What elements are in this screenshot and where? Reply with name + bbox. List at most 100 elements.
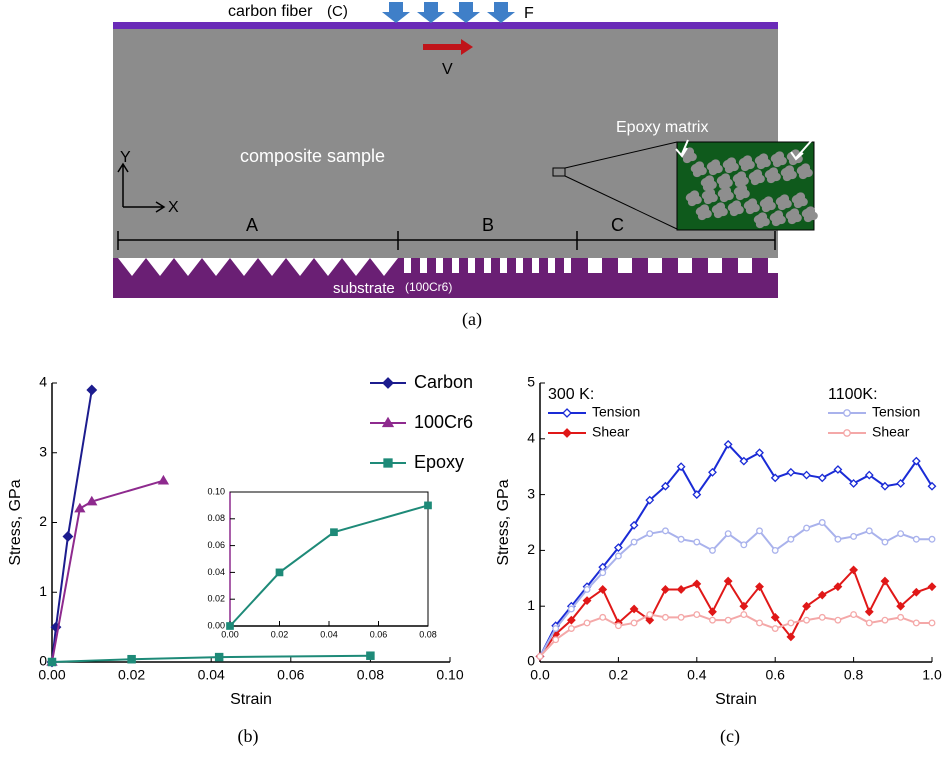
x-axis-label: Strain — [230, 691, 272, 708]
legend-marker — [844, 430, 850, 436]
point — [425, 502, 431, 508]
plot-frame — [230, 492, 428, 626]
label: A — [246, 215, 258, 235]
point — [600, 615, 606, 621]
x-tick-label: 1.0 — [922, 667, 942, 683]
y-axis-label: Stress, GPa — [7, 479, 24, 565]
label: composite sample — [240, 146, 385, 166]
point — [631, 620, 637, 626]
label: carbon fiber — [228, 3, 313, 20]
point — [929, 536, 935, 542]
y-tick-label: 1 — [527, 597, 535, 613]
y-axis-label: Stress, GPa — [495, 479, 512, 565]
x-tick-label: 0.08 — [357, 667, 384, 683]
point — [851, 534, 857, 540]
point — [835, 617, 841, 623]
x-tick-label: 0.00 — [38, 667, 65, 683]
x-tick-label: 0.04 — [198, 667, 225, 683]
x-tick-label: 0.6 — [765, 667, 785, 683]
figure: carbon fiber (C) F V composite sample Y … — [0, 0, 948, 759]
point — [616, 623, 622, 629]
force-arrows — [382, 2, 515, 23]
caption: (b) — [238, 726, 259, 747]
point — [647, 531, 653, 537]
point — [569, 626, 575, 632]
x-tick-label: 0.04 — [320, 629, 338, 639]
point — [694, 539, 700, 545]
legend-label: 100Cr6 — [414, 412, 473, 432]
y-tick-label: 3 — [39, 443, 47, 459]
y-tick-label: 2 — [39, 513, 47, 529]
y-tick-label: 0 — [527, 653, 535, 669]
point — [678, 615, 684, 621]
point — [569, 606, 575, 612]
label: C — [611, 215, 624, 235]
x-tick-label: 0.0 — [530, 667, 550, 683]
label: B — [482, 215, 494, 235]
point — [929, 620, 935, 626]
point — [584, 587, 590, 593]
point — [227, 623, 233, 629]
point — [663, 615, 669, 621]
label: Y — [120, 149, 131, 166]
point — [804, 617, 810, 623]
legend-marker — [384, 459, 392, 467]
x-tick-label: 0.00 — [221, 629, 239, 639]
point — [48, 658, 55, 665]
y-tick-label: 0.00 — [207, 620, 225, 630]
y-tick-label: 3 — [527, 485, 535, 501]
point — [584, 620, 590, 626]
y-tick-label: 0.04 — [207, 567, 225, 577]
x-tick-label: 0.2 — [609, 667, 629, 683]
legend-title: 300 K: — [548, 386, 594, 403]
point — [537, 654, 543, 660]
y-tick-label: 0.10 — [207, 486, 225, 496]
legend-label: Epoxy — [414, 452, 464, 472]
point — [866, 528, 872, 534]
point — [553, 637, 559, 643]
point — [553, 626, 559, 632]
point — [914, 536, 920, 542]
label: SiO₂ — [778, 119, 811, 136]
point — [647, 612, 653, 618]
label: Epoxy matrix — [616, 119, 708, 136]
label: X — [168, 199, 179, 216]
label: V — [442, 61, 453, 78]
y-tick-label: 0 — [39, 653, 47, 669]
point — [835, 536, 841, 542]
point — [631, 539, 637, 545]
point — [741, 612, 747, 618]
point — [757, 528, 763, 534]
point — [216, 654, 223, 661]
point — [757, 620, 763, 626]
point — [710, 617, 716, 623]
label: (C) — [327, 3, 348, 20]
point — [694, 612, 700, 618]
y-tick-label: 1 — [39, 583, 47, 599]
panel-a: carbon fiber (C) F V composite sample Y … — [113, 2, 818, 330]
point — [600, 570, 606, 576]
point — [725, 531, 731, 537]
x-axis-label: Strain — [715, 691, 757, 708]
point — [616, 553, 622, 559]
point — [788, 620, 794, 626]
point — [772, 626, 778, 632]
label: F — [524, 5, 534, 22]
legend-marker — [844, 410, 850, 416]
fiber-bar — [113, 22, 778, 29]
label: substrate — [333, 280, 395, 297]
point — [276, 569, 282, 575]
label: (100Cr6) — [405, 280, 452, 294]
point — [819, 615, 825, 621]
point — [678, 536, 684, 542]
x-tick-label: 0.02 — [118, 667, 145, 683]
point — [663, 528, 669, 534]
y-tick-label: 2 — [527, 541, 535, 557]
x-tick-label: 0.8 — [844, 667, 864, 683]
point — [882, 539, 888, 545]
y-tick-label: 4 — [527, 430, 535, 446]
point — [866, 620, 872, 626]
point — [914, 620, 920, 626]
legend-label: Shear — [872, 424, 910, 440]
point — [741, 542, 747, 548]
